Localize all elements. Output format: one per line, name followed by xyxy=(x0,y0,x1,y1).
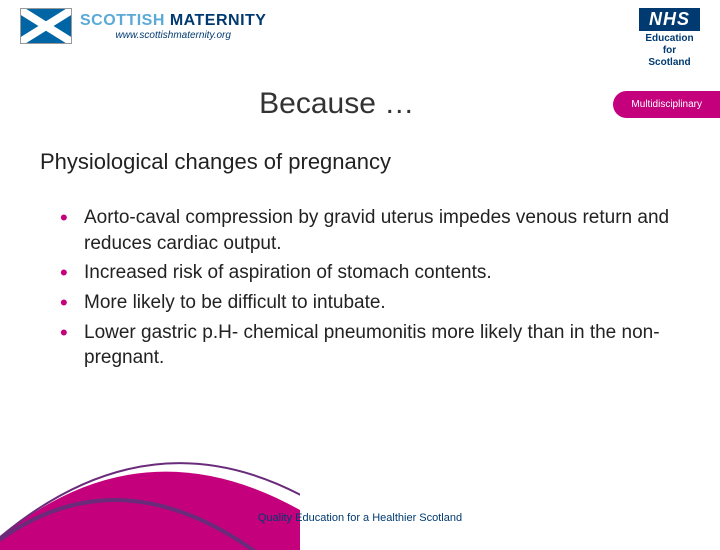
logo-word-2: MATERNITY xyxy=(165,12,267,29)
footer-text: Quality Education for a Healthier Scotla… xyxy=(0,512,720,524)
nhs-subtext: Education for Scotland xyxy=(639,33,700,69)
tag-pill: Multidisciplinary xyxy=(613,91,720,118)
list-item: Aorto-caval compression by gravid uterus… xyxy=(60,205,670,256)
nhs-line1: Education xyxy=(639,33,700,45)
logo-text-block: SCOTTISH MATERNITY www.scottishmaternity… xyxy=(80,12,266,41)
header: SCOTTISH MATERNITY www.scottishmaternity… xyxy=(0,0,720,69)
swoosh-decoration-icon xyxy=(0,440,300,550)
list-item: Lower gastric p.H- chemical pneumonitis … xyxy=(60,320,670,371)
list-item: Increased risk of aspiration of stomach … xyxy=(60,260,670,286)
scottish-maternity-logo: SCOTTISH MATERNITY www.scottishmaternity… xyxy=(20,8,266,44)
list-item: More likely to be difficult to intubate. xyxy=(60,290,670,316)
nhs-logo: NHS Education for Scotland xyxy=(639,8,700,69)
nhs-line2: for xyxy=(639,45,700,57)
slide-subtitle: Physiological changes of pregnancy xyxy=(40,149,720,175)
logo-url: www.scottishmaternity.org xyxy=(80,30,266,41)
nhs-line3: Scotland xyxy=(639,57,700,69)
title-row: Because … Multidisciplinary xyxy=(0,87,720,121)
logo-title: SCOTTISH MATERNITY xyxy=(80,12,266,30)
logo-word-1: SCOTTISH xyxy=(80,12,165,29)
slide-title: Because … xyxy=(0,87,613,121)
bullet-list: Aorto-caval compression by gravid uterus… xyxy=(60,205,670,371)
saltire-flag-icon xyxy=(20,8,72,44)
nhs-box: NHS xyxy=(639,8,700,31)
